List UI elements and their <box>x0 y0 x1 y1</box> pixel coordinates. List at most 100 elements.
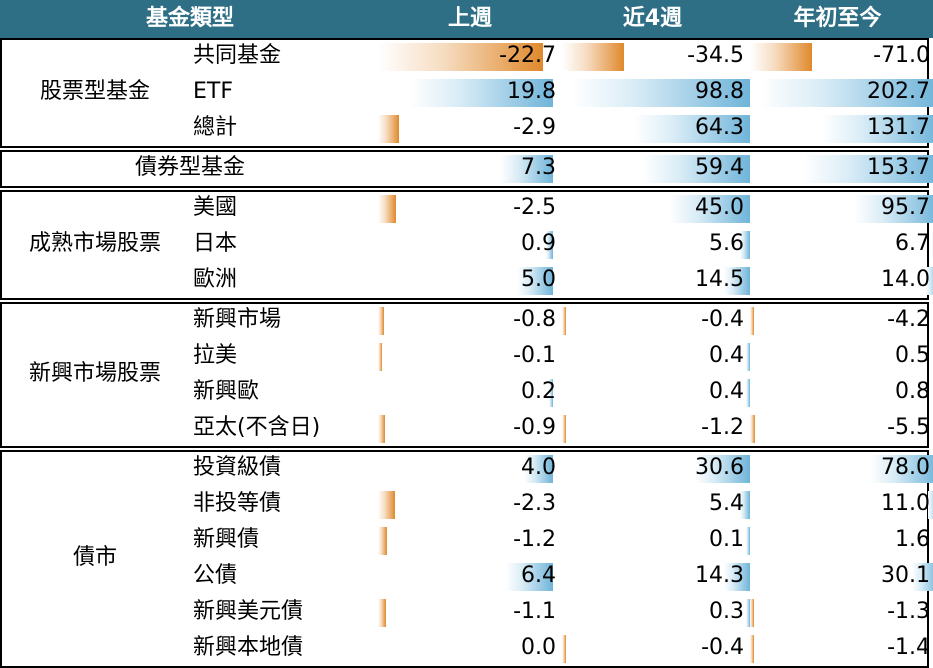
positive-bar <box>803 155 933 183</box>
positive-bar <box>524 455 553 483</box>
value-cell: 153.7 <box>867 155 930 180</box>
value-cell: 5.0 <box>521 267 556 292</box>
value-cell: 0.0 <box>521 635 556 660</box>
positive-bar <box>928 491 933 519</box>
value-cell: -2.9 <box>513 115 556 140</box>
row-label: 公債 <box>193 563 238 588</box>
positive-bar <box>549 379 553 407</box>
value-cell: -2.3 <box>513 491 556 516</box>
header-col-week: 上週 <box>447 6 492 31</box>
positive-bar <box>854 195 933 223</box>
row-label: 日本 <box>193 231 238 256</box>
value-cell: 0.2 <box>521 379 556 404</box>
row-label: 新興美元債 <box>193 599 304 624</box>
positive-bar <box>724 563 750 591</box>
positive-bar <box>746 379 750 407</box>
row-label: 投資級債 <box>193 455 282 480</box>
positive-bar <box>740 231 750 259</box>
positive-bar <box>500 155 553 183</box>
value-cell: 0.8 <box>895 379 930 404</box>
negative-bar <box>750 307 754 335</box>
row-label: 非投等債 <box>193 491 282 516</box>
value-cell: 131.7 <box>867 115 930 140</box>
value-cell: 14.5 <box>695 267 744 292</box>
value-cell: 59.4 <box>695 155 744 180</box>
negative-bar <box>750 43 812 71</box>
negative-bar <box>378 195 396 223</box>
row-label: 新興市場 <box>193 307 282 332</box>
value-cell: 19.8 <box>507 79 556 104</box>
header-fund-type: 基金類型 <box>145 6 234 31</box>
value-cell: -1.4 <box>887 635 930 660</box>
value-cell: 5.4 <box>709 491 744 516</box>
value-cell: 6.4 <box>521 563 556 588</box>
positive-bar <box>506 563 553 591</box>
group-box <box>0 190 929 300</box>
value-cell: 202.7 <box>867 79 930 104</box>
negative-bar <box>378 307 384 335</box>
negative-bar <box>378 343 382 371</box>
value-cell: 5.6 <box>709 231 744 256</box>
negative-bar <box>750 599 754 627</box>
header-col-4weeks: 近4週 <box>622 6 683 31</box>
value-cell: 0.9 <box>521 231 556 256</box>
value-cell: -0.4 <box>701 307 744 332</box>
value-cell: 95.7 <box>881 195 930 220</box>
negative-bar <box>378 415 385 443</box>
header-col-ytd: 年初至今 <box>793 6 882 31</box>
positive-bar <box>409 79 553 107</box>
positive-bar <box>546 231 553 259</box>
positive-bar <box>572 79 750 107</box>
row-label: 拉美 <box>193 343 238 368</box>
value-cell: 64.3 <box>695 115 744 140</box>
row-label: 共同基金 <box>193 43 282 68</box>
negative-bar <box>378 599 386 627</box>
positive-bar <box>724 267 750 295</box>
value-cell: -0.1 <box>513 343 556 368</box>
row-label: 美國 <box>193 195 238 220</box>
value-cell: 30.6 <box>695 455 744 480</box>
value-cell: -71.0 <box>873 43 930 68</box>
positive-bar <box>746 343 750 371</box>
table-header: 基金類型 上週 近4週 年初至今 <box>0 0 933 38</box>
positive-bar <box>669 195 750 223</box>
group-label: 新興市場股票 <box>28 361 161 386</box>
value-cell: 0.5 <box>895 343 930 368</box>
positive-bar <box>643 155 750 183</box>
negative-bar <box>562 635 566 663</box>
positive-bar <box>634 115 750 143</box>
value-cell: 0.4 <box>709 379 744 404</box>
value-cell: -1.2 <box>701 415 744 440</box>
row-label: ETF <box>193 79 233 104</box>
positive-bar <box>822 115 933 143</box>
negative-bar <box>562 307 566 335</box>
value-cell: 0.1 <box>709 527 744 552</box>
negative-bar <box>378 527 387 555</box>
group-box <box>0 302 929 448</box>
value-cell: 14.0 <box>881 267 930 292</box>
value-cell: -34.5 <box>687 43 744 68</box>
negative-bar <box>750 415 755 443</box>
value-cell: -4.2 <box>887 307 930 332</box>
positive-bar <box>912 563 933 591</box>
value-cell: -1.2 <box>513 527 556 552</box>
value-cell: 0.3 <box>709 599 744 624</box>
negative-bar <box>378 115 399 143</box>
positive-bar <box>746 599 750 627</box>
row-label: 亞太(不含日) <box>193 415 321 440</box>
row-label: 新興本地債 <box>193 635 304 660</box>
value-cell: 78.0 <box>881 455 930 480</box>
value-cell: 11.0 <box>881 491 930 516</box>
positive-bar <box>870 455 933 483</box>
value-cell: 4.0 <box>521 455 556 480</box>
value-cell: 98.8 <box>695 79 744 104</box>
positive-bar <box>517 267 553 295</box>
value-cell: 1.6 <box>895 527 930 552</box>
value-cell: 6.7 <box>895 231 930 256</box>
positive-bar <box>746 527 750 555</box>
value-cell: 14.3 <box>695 563 744 588</box>
group-label: 債券型基金 <box>134 155 245 180</box>
value-cell: 45.0 <box>695 195 744 220</box>
positive-bar <box>926 267 933 295</box>
